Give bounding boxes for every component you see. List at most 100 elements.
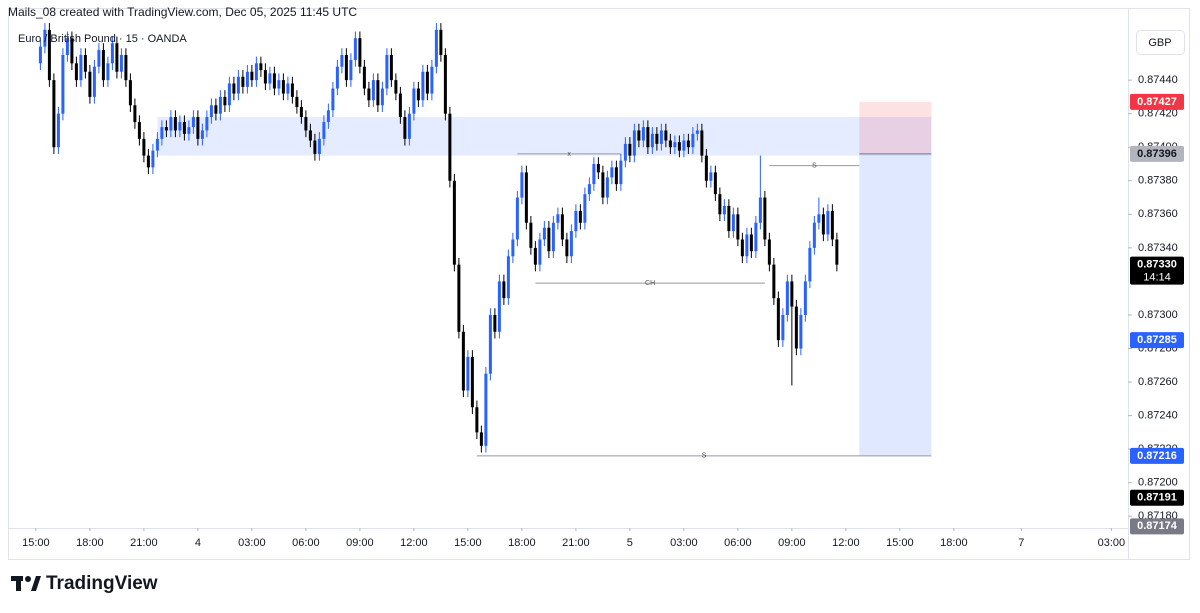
candle-body [763,197,767,240]
candle-body [614,167,618,185]
candle-body [538,239,542,265]
candle-body [340,54,344,67]
candle-body [524,172,528,223]
candle-body [529,222,533,248]
candle-body [646,127,650,148]
candle-body [187,127,191,134]
candle-body [232,83,236,94]
x-tick-label: 06:00 [724,537,752,549]
candle-body [641,127,645,141]
x-tick-label: 15:00 [886,537,914,549]
candle-body [718,194,722,215]
x-tick-label: 03:00 [670,537,698,549]
x-tick-label: 09:00 [346,537,374,549]
candle-body [632,130,636,156]
candle-body [38,46,42,64]
candle-body [695,130,699,134]
candle-body [749,234,753,252]
candle-body [722,205,726,215]
candle-body [556,214,560,223]
candle-body [686,140,690,148]
candle-body [133,105,137,123]
candle-body [196,117,200,139]
candle-body [218,96,222,114]
candle-body [830,210,834,240]
candle-body [659,130,663,144]
candle-body [394,80,398,94]
candle-body [821,214,825,235]
candle-body [745,234,749,257]
candle-body [182,122,186,134]
candle-body [704,155,708,181]
candle-body [596,164,600,173]
candle-body [88,71,92,97]
candle-body [308,130,312,141]
price-label: 0.87285 [1137,334,1177,346]
symbol: Euro / British Pound · 15 · OANDA [18,33,187,45]
candle-body [286,83,290,94]
candle-body [799,314,803,349]
candle-body [385,54,389,89]
candle-body [367,88,371,101]
candle-body [547,227,551,252]
candle-body [448,113,452,181]
y-tick-label: 0.87340 [1138,242,1178,254]
candle-body [551,222,555,252]
candle-body [655,133,659,144]
level-label: S [702,453,707,460]
candle-body [128,80,132,106]
price-label-box [1130,447,1184,464]
candle-body [542,227,546,240]
candle-body [160,127,164,139]
candle-body [119,54,123,72]
candle-body [430,66,434,94]
price-label: 0.87427 [1137,96,1177,108]
candle-body [461,331,465,391]
candle-body [601,172,605,198]
candle-body [344,54,348,81]
candle-body [493,314,497,332]
price-label-box [1130,332,1184,349]
candle-body [560,214,564,240]
candle-body [97,49,101,67]
y-tick-label: 0.87360 [1138,208,1178,220]
candle-body [758,197,762,223]
x-tick-label: 06:00 [292,537,320,549]
plot: x S CH S [38,23,932,460]
candle-body [137,122,141,139]
x-tick-label: 12:00 [832,537,860,549]
frame [8,8,1190,560]
candle-body [65,38,69,55]
x-tick-label: 7 [1018,537,1024,549]
candle-body [781,314,785,341]
candle-body [349,60,353,81]
candle-body [115,43,119,72]
candle-body [151,150,155,168]
currency-box[interactable] [1136,30,1185,55]
candle-body [259,63,263,71]
price-label: 0.87396 [1137,148,1177,160]
candle-body [245,71,249,87]
candle-body [227,83,231,106]
candle-body [700,130,704,156]
candle-body [488,314,492,374]
candle-body [223,96,227,106]
x-tick-label: 15:00 [22,537,50,549]
candle-body [398,93,402,118]
y-tick-label: 0.87420 [1138,108,1178,120]
candle-body [776,298,780,341]
price-label-box [1130,145,1184,162]
candle-body [272,73,276,89]
candle-body [376,80,380,106]
currency[interactable]: GBP [1148,37,1171,49]
candle-body [106,63,110,81]
candle-body [610,167,614,178]
candle-body [155,138,159,151]
candle-body [466,356,470,391]
candle-body [439,29,443,55]
candle-body [637,130,641,141]
candle-body [587,184,591,195]
candle-body [668,140,672,148]
candle-body [331,88,335,111]
